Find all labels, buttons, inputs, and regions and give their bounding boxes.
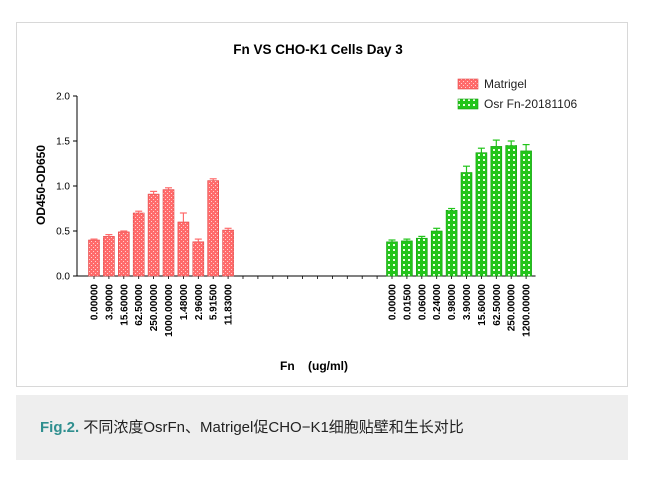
x-tick-label: 1000.00000 (164, 284, 175, 337)
bar-osr (386, 241, 398, 277)
caption-text: Fig.2. 不同浓度OsrFn、Matrigel促CHO−K1细胞贴壁和生长对… (40, 416, 464, 437)
bar-osr (401, 240, 413, 277)
x-tick-label: 2.96000 (194, 284, 205, 321)
x-tick-labels: 0.00000 3.90000 15.60000 62.50000 250.00000 1… (90, 284, 533, 337)
y-axis-label: OD450-OD650 (34, 145, 48, 225)
x-tick-label: 62.50000 (492, 284, 503, 326)
figure-frame: Fn VS CHO-K1 Cells Day 3 OD450-OD650 Fn … (16, 22, 628, 387)
figure-caption: Fig.2. 不同浓度OsrFn、Matrigel促CHO−K1细胞贴壁和生长对… (16, 395, 628, 460)
x-tick-label: 5.91500 (209, 284, 220, 321)
bar-matrigel (132, 212, 145, 277)
caption-label: Fig.2. (40, 419, 80, 436)
x-tick-label: 3.90000 (462, 284, 473, 321)
x-tick-label: 3.90000 (104, 284, 115, 321)
y-tick-label: 0.5 (56, 227, 70, 238)
bar-matrigel (162, 189, 175, 277)
bar-osr (475, 152, 488, 277)
bar-matrigel (207, 180, 219, 277)
bar-osr (445, 210, 458, 277)
caption-body: 不同浓度OsrFn、Matrigel促CHO−K1细胞贴壁和生长对比 (79, 419, 464, 436)
bar-matrigel (118, 231, 130, 277)
legend-swatch-matrigel (457, 78, 479, 90)
legend-label-osr: Osr Fn-20181106 (484, 97, 577, 111)
x-tick-label: 250.00000 (149, 284, 160, 332)
legend: Matrigel Osr Fn-20181106 (457, 77, 577, 111)
x-tick-label: 0.06000 (417, 284, 428, 321)
chart-title: Fn VS CHO-K1 Cells Day 3 (233, 42, 403, 57)
x-axis-label: Fn (ug/ml) (280, 359, 348, 373)
x-tick-label: 1200.00000 (522, 284, 533, 337)
bar-matrigel (192, 241, 205, 277)
x-tick-label: 250.00000 (507, 284, 518, 332)
x-tick-label: 62.50000 (134, 284, 145, 326)
y-tick-label: 0.0 (56, 272, 70, 283)
bar-matrigel (177, 221, 190, 277)
bars (88, 139, 532, 277)
x-tick-label: 11.83000 (224, 284, 235, 326)
bar-matrigel (103, 236, 115, 277)
bar-osr (505, 145, 518, 277)
x-tick-label: 0.00000 (388, 284, 399, 321)
bar-osr (415, 237, 428, 277)
bar-osr (460, 172, 473, 277)
y-tick-label: 2.0 (56, 92, 70, 103)
bar-matrigel (222, 229, 234, 277)
legend-swatch-osr (457, 98, 479, 110)
x-tick-label: 0.00000 (90, 284, 101, 321)
y-tick-label: 1.0 (56, 182, 70, 193)
bar-chart: Fn VS CHO-K1 Cells Day 3 OD450-OD650 Fn … (34, 42, 577, 373)
x-tick-label: 15.60000 (477, 284, 488, 326)
legend-label-matrigel: Matrigel (484, 77, 527, 91)
bar-osr (520, 150, 532, 277)
bar-osr (490, 146, 503, 277)
bar-osr (430, 230, 443, 277)
x-tick-label: 15.60000 (119, 284, 130, 326)
x-tick-label: 0.01500 (402, 284, 413, 321)
x-tick-label: 0.24000 (432, 284, 443, 321)
bar-matrigel (88, 239, 100, 277)
x-tick-label: 1.48000 (179, 284, 190, 321)
x-tick-label: 0.98000 (447, 284, 458, 321)
bar-matrigel (147, 193, 160, 277)
y-tick-label: 1.5 (56, 137, 70, 148)
